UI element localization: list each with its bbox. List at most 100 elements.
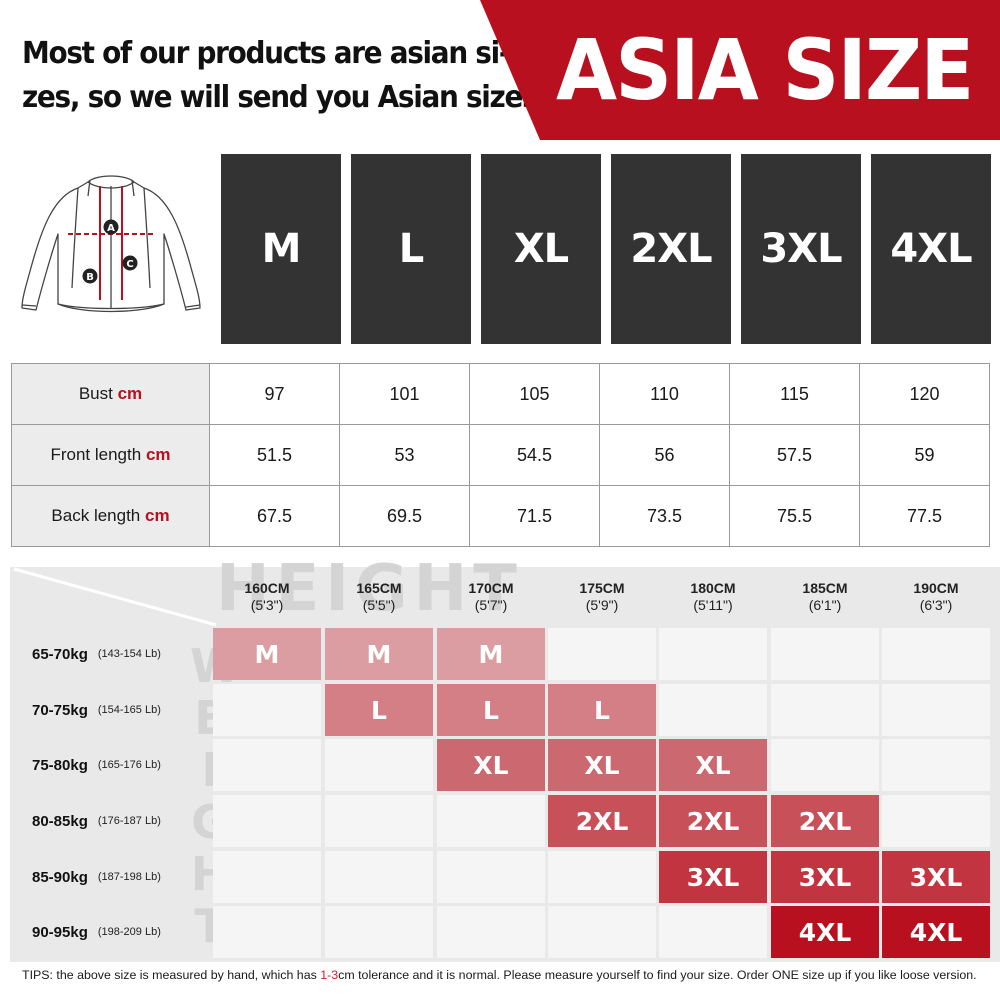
height-ft: (5'7") [474,597,508,613]
height-column-header: 165CM (5'5") [325,580,433,614]
size-recommendation-cell: M [325,628,433,680]
height-column-header: 170CM (5'7") [437,580,545,614]
marker-a: A [103,219,119,235]
size-tile-2xl: 2XL [611,154,731,344]
table-cell: 110 [599,363,730,425]
height-ft: (5'11") [693,597,733,613]
intro-line-1: Most of our products are asian si- [22,36,510,71]
empty-grid-cell [437,906,545,958]
banner-title: ASIA SIZE [556,21,974,119]
empty-grid-cell [325,795,433,847]
size-tile-3xl: 3XL [741,154,861,344]
table-cell: 75.5 [729,485,860,547]
diagonal-divider [13,567,217,627]
height-cm: 180CM [690,580,736,596]
empty-grid-cell [771,739,879,791]
height-cm: 165CM [356,580,402,596]
size-recommendation-cell: 4XL [882,906,990,958]
size-recommendation-cell: 3XL [659,851,767,903]
intro-line-2: zes, so we will send you Asian sizes [22,80,539,115]
intro-text: Most of our products are asian si- zes, … [22,32,539,120]
weight-lb: (143-154 Lb) [97,648,161,660]
weight-lb: (198-209 Lb) [97,926,161,938]
empty-grid-cell [437,851,545,903]
marker-c: C [122,255,138,271]
marker-b-label: B [86,272,94,283]
empty-grid-cell [882,684,990,736]
table-cell: 71.5 [469,485,600,547]
weight-lb: (176-187 Lb) [97,815,161,827]
empty-grid-cell [213,906,321,958]
marker-b: B [82,268,98,284]
table-cell: 73.5 [599,485,730,547]
size-tile-xl: XL [481,154,601,344]
table-cell: 120 [859,363,990,425]
weight-lb: (154-165 Lb) [97,704,161,716]
size-tile-m: M [221,154,341,344]
weight-kg: 70-75kg [32,701,88,719]
table-cell: 101 [339,363,470,425]
size-recommendation-cell: XL [548,739,656,791]
size-recommendation-cell: 2XL [659,795,767,847]
weight-lb: (165-176 Lb) [97,759,161,771]
table-cell: 67.5 [209,485,340,547]
jersey-measurement-diagram-icon: A B C [21,175,201,313]
height-ft: (5'5") [362,597,396,613]
empty-grid-cell [659,906,767,958]
empty-grid-cell [882,795,990,847]
empty-grid-cell [882,628,990,680]
table-cell: 69.5 [339,485,470,547]
height-cm: 160CM [244,580,290,596]
table-cell: 77.5 [859,485,990,547]
table-cell: 59 [859,424,990,486]
empty-grid-cell [882,739,990,791]
empty-grid-cell [213,684,321,736]
row-label-back-length: Back length cm [11,485,210,547]
size-recommendation-cell: L [325,684,433,736]
height-ft: (6'1") [808,597,842,613]
table-cell: 105 [469,363,600,425]
weight-row-header: 80-85kg (176-187 Lb) [32,795,212,847]
table-row: Back length cm 67.5 69.5 71.5 73.5 75.5 … [11,485,990,547]
height-ft: (6'3") [919,597,953,613]
height-watermark: HEIGHT [216,552,523,626]
size-recommendation-cell: 3XL [882,851,990,903]
size-tile-4xl: 4XL [871,154,991,344]
empty-grid-cell [771,684,879,736]
size-recommendation-cell: L [437,684,545,736]
size-recommendation-cell: 4XL [771,906,879,958]
height-column-header: 175CM (5'9") [548,580,656,614]
empty-grid-cell [325,906,433,958]
empty-grid-cell [325,851,433,903]
size-recommendation-cell: XL [659,739,767,791]
table-cell: 97 [209,363,340,425]
tolerance-highlight: 1-3 [320,968,339,982]
row-label-front-length: Front length cm [11,424,210,486]
height-ft: (5'3") [250,597,284,613]
marker-c-label: C [126,259,133,270]
height-cm: 175CM [579,580,625,596]
empty-grid-cell [213,795,321,847]
asia-size-banner [480,0,1000,140]
size-recommendation-cell: XL [437,739,545,791]
empty-grid-cell [659,628,767,680]
weight-kg: 80-85kg [32,812,88,830]
empty-grid-cell [548,851,656,903]
empty-grid-cell [437,795,545,847]
empty-grid-cell [213,851,321,903]
empty-grid-cell [659,684,767,736]
table-cell: 56 [599,424,730,486]
size-recommendation-cell: M [213,628,321,680]
measurement-table: Bust cm 97 101 105 110 115 120 Front len… [11,363,990,547]
table-cell: 115 [729,363,860,425]
weight-row-header: 75-80kg (165-176 Lb) [32,739,212,791]
size-recommendation-cell: 2XL [548,795,656,847]
weight-row-header: 90-95kg (198-209 Lb) [32,906,212,958]
height-column-header: 190CM (6'3") [882,580,990,614]
size-recommendation-cell: 2XL [771,795,879,847]
table-row: Bust cm 97 101 105 110 115 120 [11,363,990,425]
size-tile-l: L [351,154,471,344]
table-cell: 51.5 [209,424,340,486]
marker-a-label: A [107,223,115,234]
empty-grid-cell [548,628,656,680]
